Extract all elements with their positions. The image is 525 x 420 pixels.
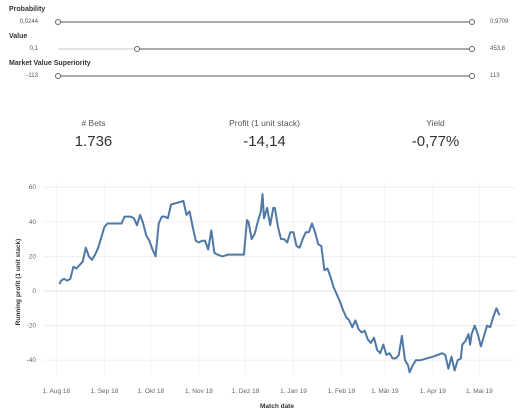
slider-high-handle[interactable] — [469, 19, 475, 25]
kpi-bets-label: # Bets — [81, 118, 106, 128]
chart-grid — [44, 182, 515, 374]
y-tick-label: -40 — [27, 357, 37, 364]
filter-max-value: 0,9709 — [490, 19, 509, 25]
x-tick-label: 1. Okt 18 — [138, 388, 165, 395]
slider-range — [58, 21, 472, 23]
slider-low-handle[interactable] — [55, 73, 61, 79]
slider-range — [136, 48, 472, 50]
filter-label: Value — [9, 33, 28, 40]
y-axis-label: Running profit (1 unit stack) — [15, 239, 22, 326]
kpi-yield: Yield -0,77% — [348, 118, 523, 150]
x-axis-ticks: 1. Aug 18 1. Sep 18 1. Okt 18 1. Nov 18 1. D… — [43, 388, 493, 395]
slider-range — [58, 75, 472, 77]
kpi-bets: # Bets 1.736 — [6, 118, 181, 150]
x-tick-label: 1. Sep 18 — [91, 388, 119, 395]
filter-max-value: 113 — [490, 73, 500, 79]
x-tick-label: 1. Mär 19 — [371, 388, 399, 395]
series-line-running-profit — [58, 193, 501, 374]
y-tick-label: -20 — [27, 323, 37, 330]
filter-label: Probability — [9, 6, 46, 13]
x-tick-label: 1. Apr 19 — [420, 388, 446, 395]
filter-min-value: 0,1 — [29, 46, 38, 52]
x-tick-label: 1. Mai 19 — [466, 388, 493, 395]
slider-low-handle[interactable] — [133, 46, 140, 52]
y-tick-label: 60 — [29, 184, 37, 191]
y-tick-label: 20 — [29, 253, 37, 260]
x-tick-label: 1. Dez 18 — [232, 388, 260, 395]
slider-low-handle[interactable] — [55, 19, 61, 25]
kpi-yield-label: Yield — [426, 118, 445, 128]
filter-max-value: 453,8 — [490, 46, 506, 52]
filter-label: Market Value Superiority — [9, 60, 91, 67]
y-tick-label: 0 — [32, 288, 36, 295]
kpi-profit: Profit (1 unit stack) -14,14 — [177, 118, 352, 150]
kpi-yield-value: -0,77% — [411, 133, 460, 150]
filter-min-value: -113 — [26, 73, 38, 79]
x-tick-label: 1. Aug 18 — [43, 388, 71, 395]
y-axis-ticks: 60 40 20 0 -20 -40 — [27, 184, 37, 364]
slider-high-handle[interactable] — [469, 46, 475, 52]
filter-min-value: 0,0244 — [19, 19, 38, 25]
x-tick-label: 1. Feb 19 — [328, 388, 356, 395]
kpi-bets-value: 1.736 — [74, 133, 113, 150]
kpi-profit-value: -14,14 — [243, 133, 286, 150]
x-tick-label: 1. Nov 18 — [185, 388, 213, 395]
x-axis-label: Match date — [260, 403, 294, 410]
x-tick-label: 1. Jan 19 — [280, 388, 307, 395]
slider-high-handle[interactable] — [469, 73, 475, 79]
kpi-profit-label: Profit (1 unit stack) — [229, 118, 300, 128]
y-tick-label: 40 — [29, 219, 37, 226]
